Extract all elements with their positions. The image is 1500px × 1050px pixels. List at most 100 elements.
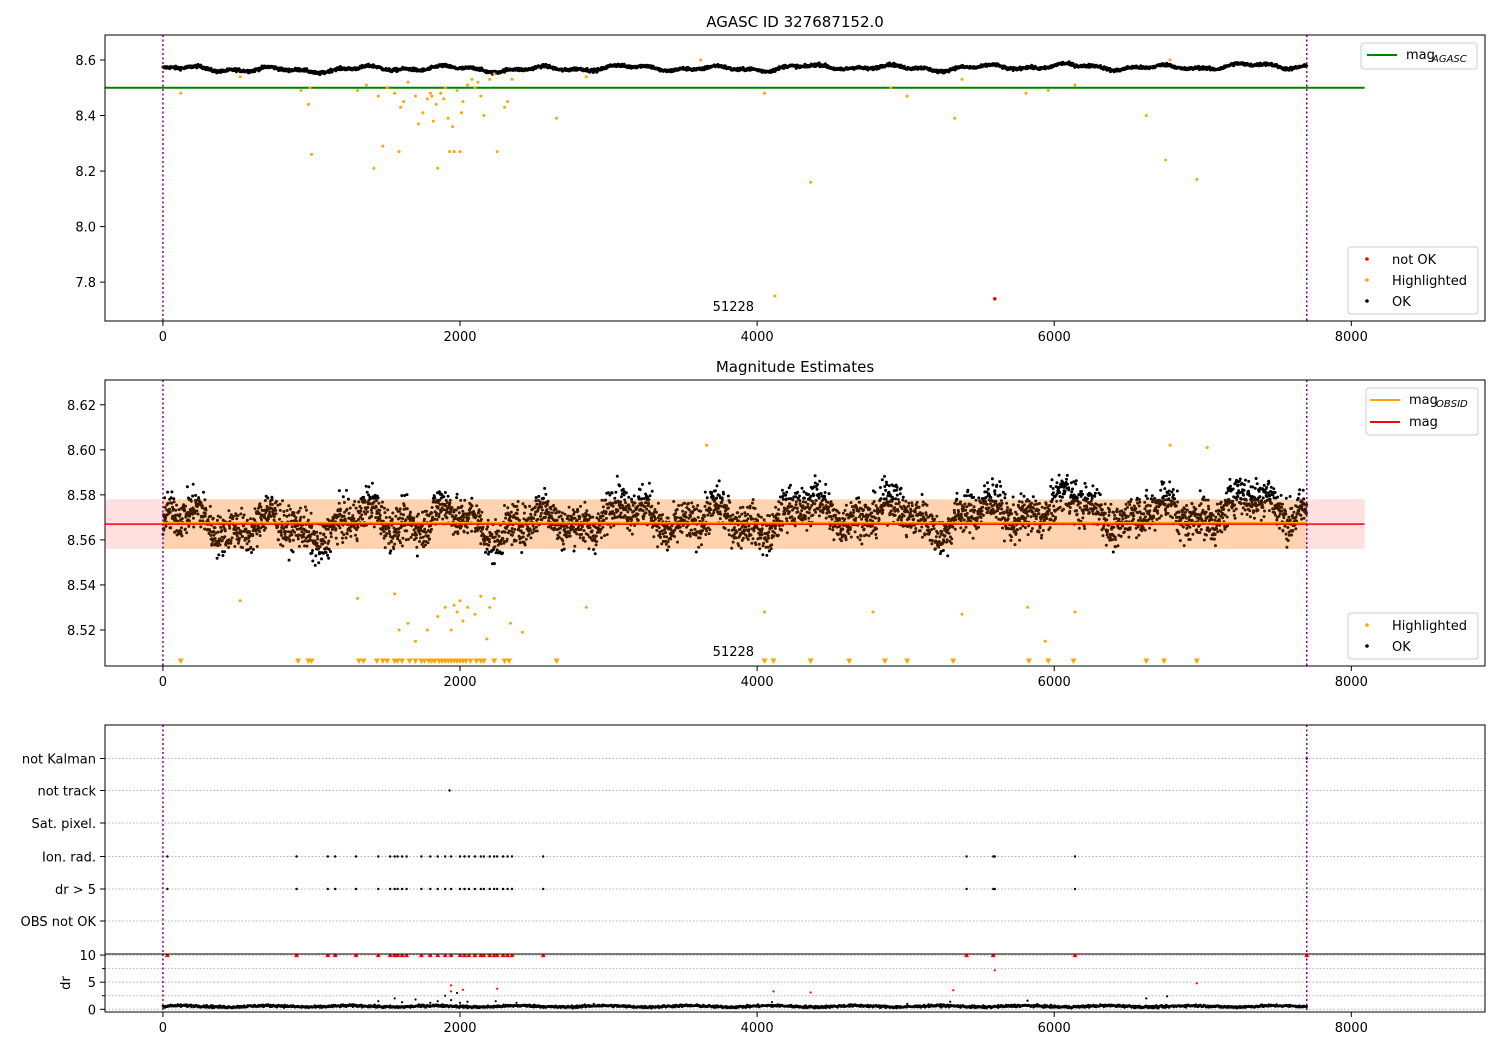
ok-point (727, 533, 731, 537)
ok-point (438, 498, 442, 502)
ok-point (535, 529, 539, 533)
ok-point (317, 561, 321, 565)
ok-point (305, 508, 308, 512)
ok-point (780, 488, 784, 492)
ok-point (169, 496, 173, 500)
ok-point (506, 524, 509, 528)
ok-point (209, 514, 213, 518)
highlighted-point (476, 80, 480, 84)
highlighted-point (238, 75, 242, 79)
ok-point (430, 511, 434, 515)
ok-point (290, 533, 294, 537)
ok-point (377, 501, 381, 505)
ok-point (667, 545, 671, 549)
ok-point (571, 525, 575, 529)
ok-point (742, 531, 746, 535)
ok-point (618, 506, 622, 510)
ok-point (425, 509, 429, 513)
ok-point (177, 532, 181, 536)
ok-point (187, 519, 191, 523)
ok-point (746, 538, 750, 541)
ok-point (387, 542, 391, 545)
ok-point (240, 506, 244, 510)
ok-point (495, 532, 499, 536)
ok-point (514, 539, 518, 543)
ok-point (238, 536, 241, 540)
ok-point (163, 496, 167, 500)
ok-point (726, 494, 730, 498)
ok-point (258, 534, 262, 538)
ok-point (197, 496, 201, 500)
ok-point (436, 501, 440, 504)
ok-point (647, 481, 651, 485)
ok-point (538, 500, 542, 504)
ok-point (229, 541, 233, 545)
ok-point (372, 500, 376, 504)
ok-point (239, 512, 243, 516)
ok-point (567, 531, 571, 535)
ok-point (576, 525, 580, 529)
ok-point (547, 519, 551, 523)
ok-point (462, 515, 466, 519)
ok-point (573, 516, 577, 520)
ok-point (287, 558, 291, 562)
highlighted-point (510, 77, 514, 81)
ok-point (731, 517, 735, 521)
ok-point (573, 510, 576, 514)
ok-point (726, 512, 730, 516)
ok-point (586, 533, 590, 537)
ok-point (342, 533, 346, 537)
ok-point (369, 508, 373, 512)
ok-point (735, 516, 739, 520)
ok-point (713, 489, 717, 493)
ok-point (341, 541, 345, 544)
ok-point (532, 516, 536, 520)
ok-point (467, 516, 471, 520)
ok-point (268, 510, 272, 514)
ok-point (422, 545, 426, 549)
ok-point (172, 500, 176, 504)
ok-point (529, 536, 533, 540)
ok-point (278, 502, 282, 506)
ok-point (751, 498, 755, 502)
ok-point (761, 553, 765, 557)
ok-point (522, 511, 526, 515)
ok-point (421, 510, 424, 514)
ok-point (403, 494, 407, 497)
ok-point (166, 490, 170, 494)
ok-point (605, 533, 609, 537)
ok-point (422, 517, 426, 521)
ok-point (647, 498, 651, 502)
ok-point (281, 544, 285, 548)
ok-point (777, 500, 781, 504)
ok-point (545, 503, 549, 507)
ok-point (469, 506, 473, 510)
ok-point (612, 512, 616, 516)
ok-point (354, 506, 358, 510)
ok-point (382, 530, 386, 534)
ok-point (440, 509, 444, 513)
ok-point (245, 518, 249, 522)
not-ok-point (993, 297, 997, 301)
ok-point (391, 511, 395, 515)
ok-point (643, 505, 647, 509)
ok-point (397, 530, 401, 534)
highlighted-point (889, 86, 893, 90)
ok-point (223, 535, 227, 539)
ok-point (523, 543, 527, 547)
ok-point (448, 501, 452, 505)
ok-point (746, 517, 750, 521)
ok-point (530, 531, 534, 535)
ok-point (461, 509, 465, 513)
ok-point (187, 524, 191, 528)
ok-point (168, 507, 171, 511)
ok-point (674, 512, 678, 515)
y-tick-label: 8.2 (75, 165, 96, 180)
ok-point (723, 512, 727, 516)
ok-point (406, 537, 410, 541)
highlighted-point (442, 97, 446, 101)
ok-point (685, 533, 689, 537)
ok-point (352, 503, 356, 507)
